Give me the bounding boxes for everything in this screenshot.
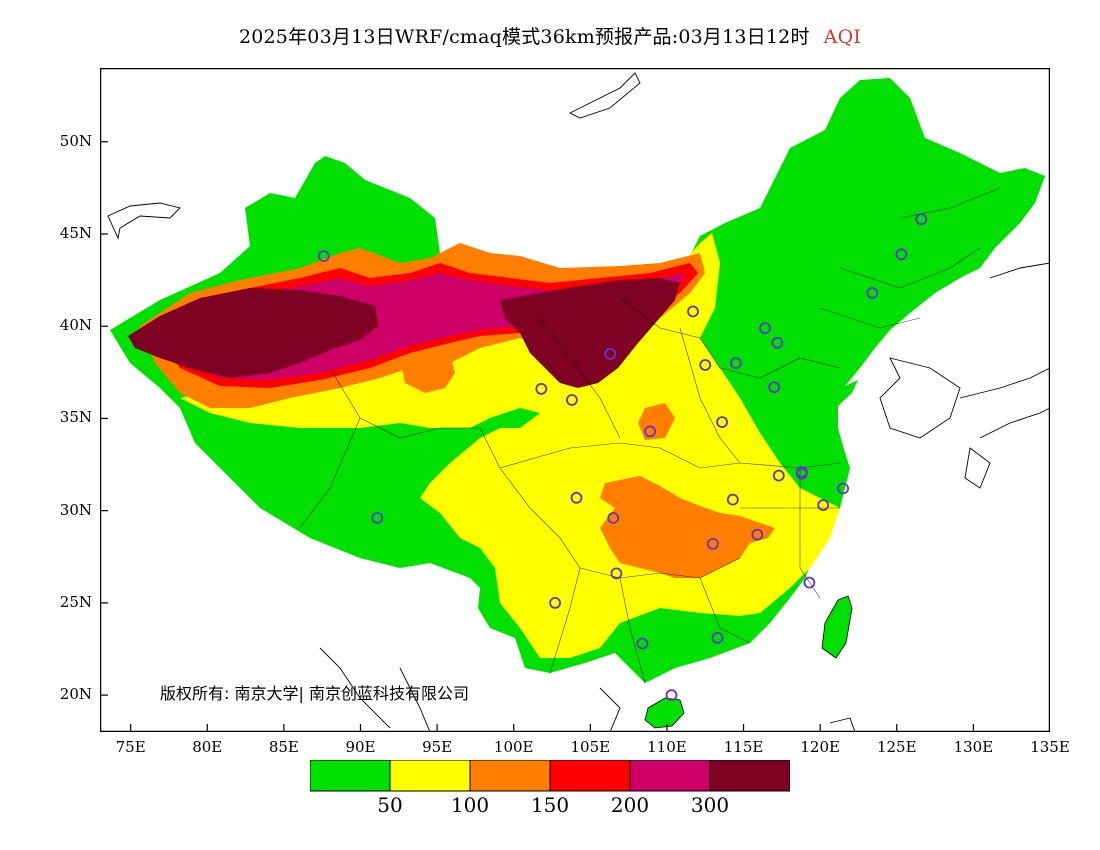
station-marker — [570, 491, 583, 504]
station-marker — [371, 512, 384, 524]
legend-swatch — [389, 760, 471, 792]
longitude-tick-label: 125E — [876, 738, 917, 756]
longitude-tick-label: 95E — [422, 738, 453, 756]
station-marker — [665, 689, 678, 701]
station-marker — [751, 528, 764, 541]
station-marker — [759, 322, 771, 335]
longitude-tick-label: 115E — [723, 738, 764, 756]
legend-swatch — [709, 760, 790, 792]
legend-threshold-label: 50 — [377, 793, 403, 817]
axis-tick-marks — [100, 141, 1050, 732]
hainan-island — [644, 697, 685, 729]
station-marker — [699, 359, 712, 371]
station-marker — [607, 512, 620, 524]
longitude-tick-label: 100E — [493, 738, 534, 756]
station-marker — [707, 537, 719, 550]
legend-threshold-label: 200 — [610, 793, 650, 817]
station-marker — [866, 287, 879, 299]
station-marker — [687, 305, 699, 318]
station-marker — [711, 632, 724, 644]
station-marker — [730, 357, 742, 370]
aqi-map — [100, 68, 1050, 732]
map-title: 2025年03月13日WRF/cmaq模式36km预报产品:03月13日12时 A… — [0, 22, 1100, 49]
title-text: 2025年03月13日WRF/cmaq模式36km预报产品:03月13日12时 — [238, 26, 810, 48]
station-marker — [837, 482, 849, 495]
longitude-tick-label: 105E — [570, 738, 611, 756]
legend-threshold-label: 100 — [450, 793, 490, 817]
station-marker — [549, 597, 562, 609]
legend-swatch — [310, 760, 391, 792]
latitude-tick-label: 35N — [59, 408, 92, 427]
station-marker — [636, 637, 649, 650]
station-marker — [726, 493, 739, 506]
station-marker — [644, 425, 656, 438]
station-marker — [535, 382, 548, 395]
latitude-tick-label: 40N — [59, 316, 92, 335]
aqi-region-orange-shaanxi — [638, 403, 675, 440]
aqi-region-orange-qinghai — [400, 348, 455, 393]
legend-swatch — [629, 760, 711, 792]
station-marker — [915, 213, 928, 226]
station-marker — [565, 394, 578, 406]
station-marker — [895, 248, 908, 261]
latitude-tick-label: 20N — [59, 685, 92, 704]
station-marker — [771, 336, 784, 349]
station-marker — [610, 567, 623, 580]
station-marker — [803, 576, 816, 589]
station-marker — [772, 469, 785, 482]
longitude-tick-label: 120E — [800, 738, 840, 756]
station-marker — [817, 499, 830, 512]
latitude-tick-label: 30N — [59, 500, 92, 519]
station-marker — [768, 381, 781, 394]
monitoring-stations — [317, 213, 928, 701]
legend-threshold-label: 150 — [530, 793, 570, 817]
latitude-tick-label: 25N — [59, 592, 92, 611]
aqi-region-maroon-gobi — [500, 278, 680, 388]
longitude-tick-label: 75E — [115, 738, 146, 756]
station-marker — [317, 250, 330, 263]
legend-threshold-label: 300 — [690, 793, 730, 817]
longitude-tick-label: 135E — [1030, 738, 1070, 756]
legend-swatch — [469, 760, 551, 792]
aqi-color-legend — [310, 760, 790, 792]
longitude-tick-label: 110E — [647, 738, 687, 756]
latitude-tick-label: 50N — [59, 131, 92, 150]
station-marker — [795, 467, 808, 480]
longitude-tick-label: 80E — [192, 738, 223, 756]
longitude-tick-label: 130E — [953, 738, 994, 756]
taiwan-island — [821, 595, 853, 659]
legend-swatch — [549, 760, 631, 792]
latitude-tick-label: 45N — [59, 224, 92, 242]
longitude-tick-label: 90E — [345, 738, 376, 756]
aqi-region-orange-central — [600, 476, 775, 578]
title-variable: AQI — [823, 26, 862, 48]
station-marker — [716, 416, 728, 429]
copyright-notice: 版权所有: 南京大学| 南京创蓝科技有限公司 — [160, 684, 469, 703]
station-marker — [604, 347, 617, 360]
longitude-tick-label: 85E — [268, 738, 299, 756]
aqi-region-maroon-tarim — [128, 288, 378, 378]
aqi-region-yellow-south — [510, 548, 570, 643]
